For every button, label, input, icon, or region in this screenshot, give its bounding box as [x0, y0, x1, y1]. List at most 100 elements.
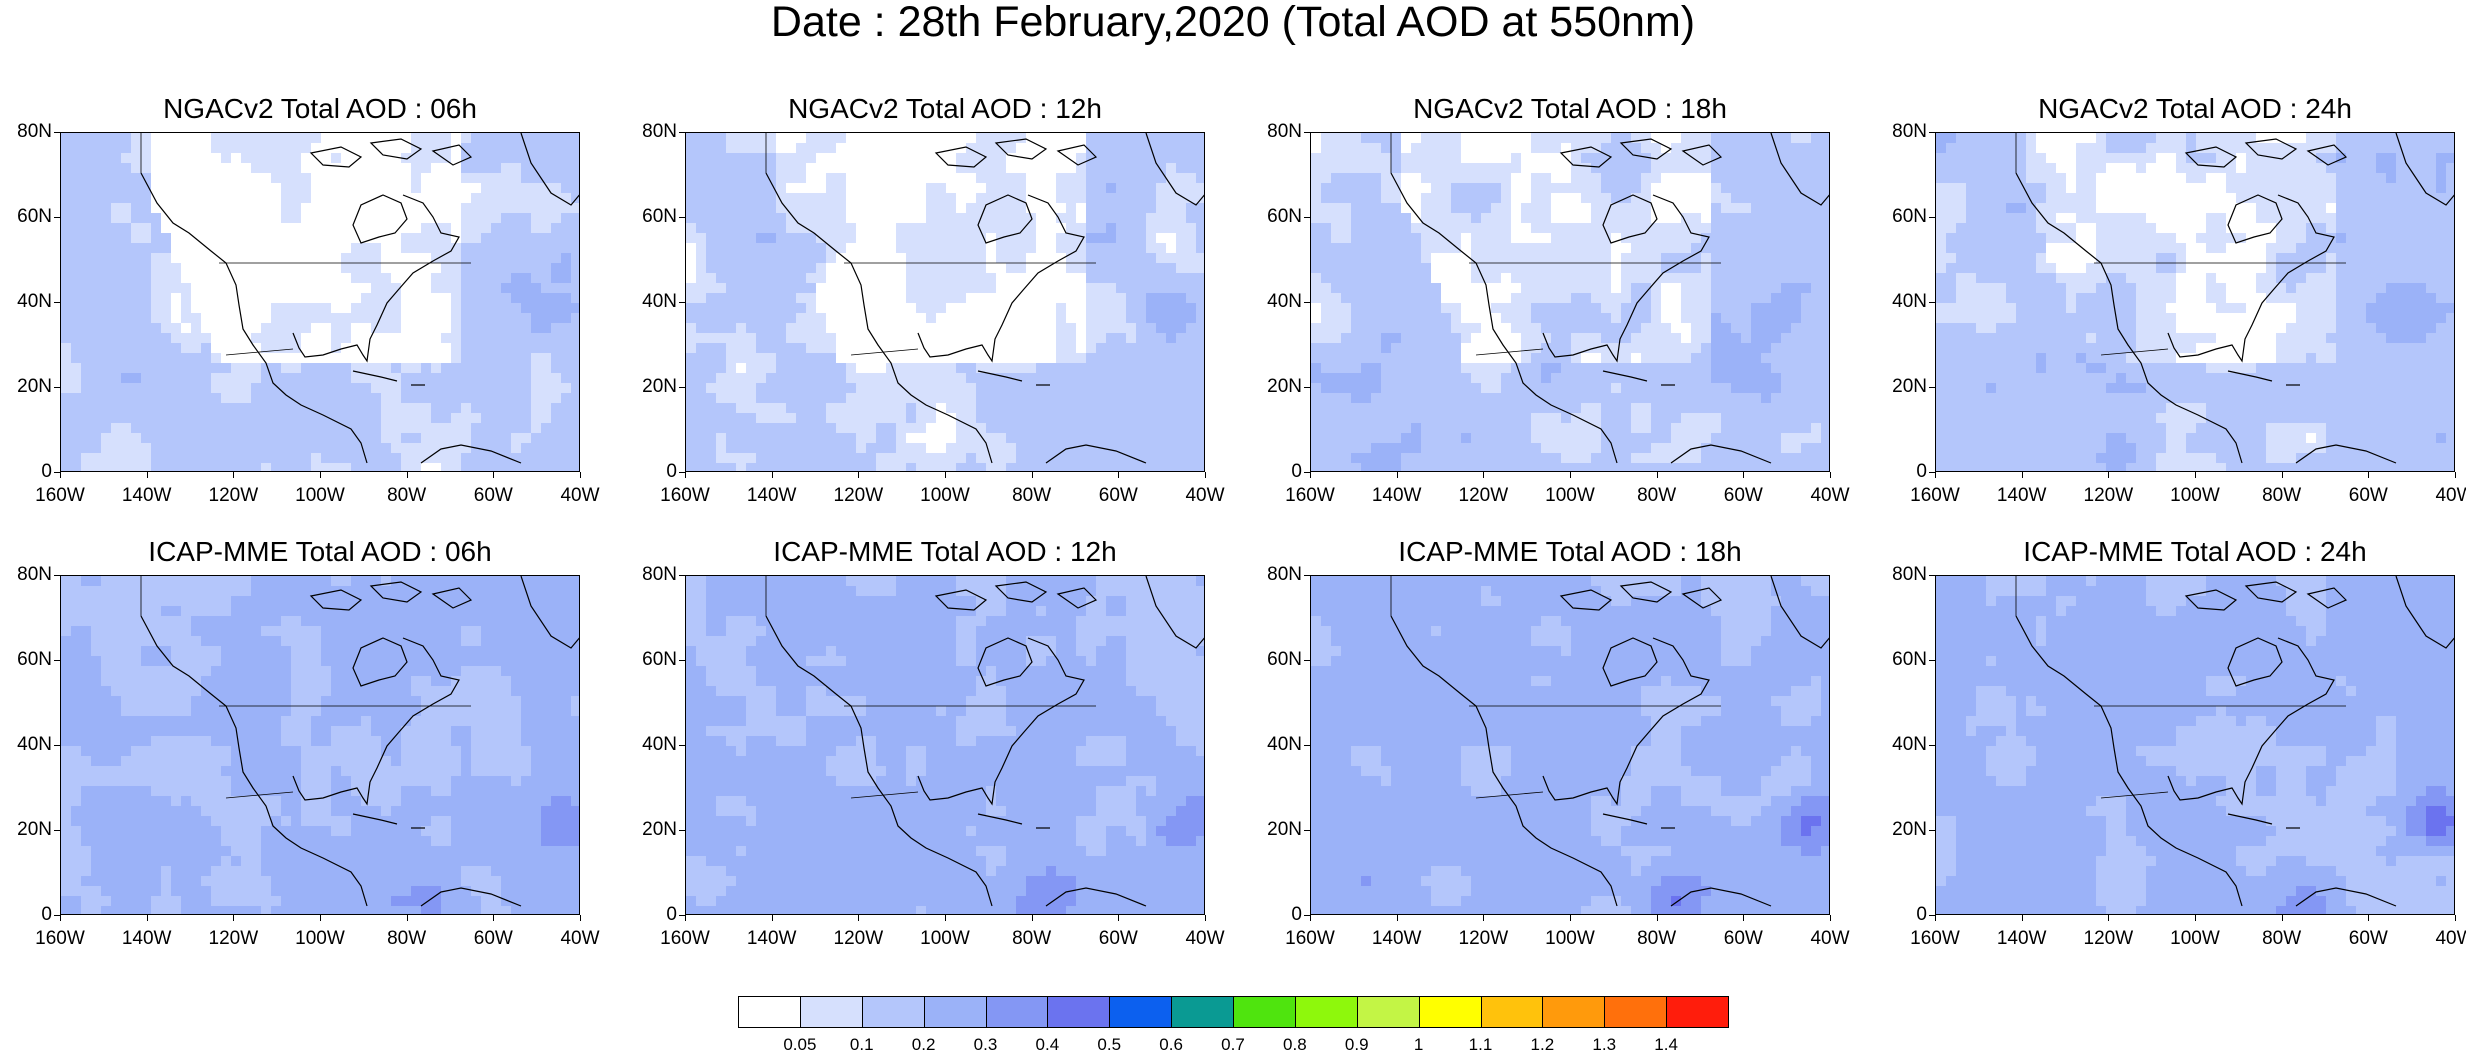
aod-cell — [1671, 233, 1681, 243]
aod-cell — [1361, 263, 1371, 273]
aod-cell — [331, 313, 341, 323]
aod-cell — [876, 283, 886, 293]
aod-cell — [1641, 173, 1651, 183]
aod-cell — [1801, 163, 1811, 173]
aod-cell — [1036, 293, 1046, 303]
aod-cell — [846, 203, 856, 213]
aod-cell — [1811, 193, 1821, 203]
aod-cell — [481, 243, 491, 253]
aod-cell — [1551, 173, 1561, 183]
aod-cell — [1096, 313, 1106, 323]
aod-cell — [491, 253, 501, 263]
aod-cell — [161, 323, 171, 333]
aod-cell — [706, 313, 716, 323]
aod-cell — [786, 143, 796, 153]
aod-cell — [1421, 213, 1431, 223]
aod-cell — [1451, 273, 1461, 283]
aod-cell — [976, 143, 986, 153]
aod-cell — [1631, 273, 1641, 283]
aod-cell — [886, 173, 896, 183]
aod-cell — [836, 303, 846, 313]
aod-cell — [501, 413, 511, 423]
aod-cell — [916, 173, 926, 183]
aod-cell — [696, 133, 706, 143]
aod-cell — [1066, 353, 1076, 363]
aod-cell — [1411, 313, 1421, 323]
aod-cell — [461, 183, 471, 193]
aod-cell — [281, 243, 291, 253]
aod-cell — [746, 393, 756, 403]
aod-cell — [271, 233, 281, 243]
aod-cell — [1126, 253, 1136, 263]
aod-cell — [61, 153, 71, 163]
aod-cell — [1371, 283, 1381, 293]
aod-cell — [736, 283, 746, 293]
aod-cell — [461, 333, 471, 343]
y-tick-label: 60N — [642, 206, 677, 227]
aod-cell — [826, 263, 836, 273]
aod-cell — [816, 143, 826, 153]
aod-cell — [1146, 383, 1156, 393]
aod-cell — [1311, 303, 1321, 313]
aod-cell — [161, 333, 171, 343]
aod-cell — [491, 303, 501, 313]
aod-cell — [906, 313, 916, 323]
aod-cell — [1501, 193, 1511, 203]
aod-cell — [906, 213, 916, 223]
aod-cell — [836, 173, 846, 183]
aod-cell — [431, 253, 441, 263]
aod-cell — [131, 363, 141, 373]
aod-cell — [886, 443, 896, 453]
aod-cell — [1771, 253, 1781, 263]
aod-cell — [716, 163, 726, 173]
aod-cell — [946, 163, 956, 173]
aod-cell — [1671, 363, 1681, 373]
aod-cell — [451, 223, 461, 233]
aod-cell — [1671, 253, 1681, 263]
aod-cell — [1551, 283, 1561, 293]
aod-cell — [1066, 323, 1076, 333]
aod-cell — [1431, 343, 1441, 353]
aod-cell — [1106, 393, 1116, 403]
aod-cell — [836, 443, 846, 453]
aod-cell — [421, 153, 431, 163]
aod-cell — [1066, 463, 1076, 471]
aod-cell — [1561, 183, 1571, 193]
aod-cell — [1571, 273, 1581, 283]
aod-cell — [766, 343, 776, 353]
aod-cell — [1661, 323, 1671, 333]
aod-cell — [766, 373, 776, 383]
aod-cell — [291, 313, 301, 323]
aod-cell — [141, 463, 151, 471]
aod-cell — [936, 413, 946, 423]
aod-cell — [1761, 153, 1771, 163]
aod-cell — [351, 433, 361, 443]
aod-cell — [866, 453, 876, 463]
aod-cell — [381, 403, 391, 413]
aod-cell — [796, 393, 806, 403]
aod-cell — [1381, 233, 1391, 243]
aod-cell — [1791, 323, 1801, 333]
aod-cell — [1311, 273, 1321, 283]
aod-cell — [111, 153, 121, 163]
aod-cell — [1711, 193, 1721, 203]
aod-cell — [726, 203, 736, 213]
aod-cell — [1601, 173, 1611, 183]
aod-cell — [361, 303, 371, 313]
aod-cell — [521, 413, 531, 423]
aod-cell — [1066, 203, 1076, 213]
aod-cell — [1156, 343, 1166, 353]
aod-cell — [141, 323, 151, 333]
aod-cell — [1016, 283, 1026, 293]
aod-cell — [866, 413, 876, 423]
aod-cell — [1066, 373, 1076, 383]
aod-cell — [491, 203, 501, 213]
aod-cell — [756, 453, 766, 463]
aod-cell — [1741, 233, 1751, 243]
aod-cell — [736, 163, 746, 173]
aod-cell — [826, 193, 836, 203]
aod-cell — [201, 343, 211, 353]
aod-cell — [716, 233, 726, 243]
aod-cell — [756, 133, 766, 143]
aod-cell — [91, 143, 101, 153]
